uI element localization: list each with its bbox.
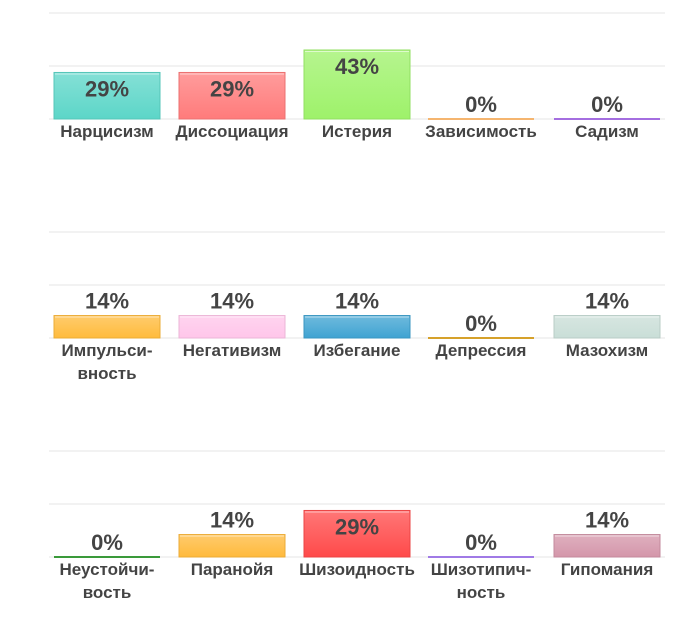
bar-value-label: 0% — [591, 92, 623, 117]
category-label: Зависимость — [425, 122, 537, 141]
category-label: Шизотипич- — [431, 560, 532, 579]
bar-value-label: 29% — [85, 76, 129, 101]
bar — [303, 49, 411, 120]
category-label: Избегание — [314, 341, 401, 360]
bar — [553, 315, 661, 339]
category-label: вость — [83, 583, 132, 602]
category-label: Неустойчи- — [60, 560, 155, 579]
bar — [178, 71, 286, 120]
bar — [178, 315, 286, 339]
bar-value-label: 0% — [465, 530, 497, 555]
bar — [303, 509, 411, 558]
bar — [54, 556, 160, 558]
bar-value-label: 14% — [585, 508, 629, 533]
bar-value-label: 14% — [210, 508, 254, 533]
bar-value-label: 14% — [335, 289, 379, 314]
chart-panel-2: 14% Импульси-вность 14% Негативизм 14% Избега… — [49, 231, 665, 383]
category-label: Гипомания — [561, 560, 654, 579]
category-label: Нарцисизм — [60, 122, 154, 141]
chart-panel-3: 0% Неустойчи-вость 14% Паранойя 29% Шизоиднос… — [49, 450, 665, 602]
bar-value-label: 0% — [465, 92, 497, 117]
bar-value-label: 0% — [91, 530, 123, 555]
bar — [553, 534, 661, 558]
bar — [554, 118, 660, 120]
bar-value-label: 29% — [210, 76, 254, 101]
bar-value-label: 29% — [335, 514, 379, 539]
category-label: Негативизм — [183, 341, 282, 360]
bar — [428, 556, 534, 558]
category-label: Шизоидность — [299, 560, 415, 579]
bar-value-label: 43% — [335, 54, 379, 79]
category-label: Истерия — [322, 122, 392, 141]
bar-value-label: 0% — [465, 311, 497, 336]
category-label: Депрессия — [436, 341, 527, 360]
category-label: Паранойя — [191, 560, 274, 579]
category-label: Импульси- — [61, 341, 152, 360]
category-label: Садизм — [575, 122, 639, 141]
bar — [53, 315, 161, 339]
bar-value-label: 14% — [85, 289, 129, 314]
bar — [428, 337, 534, 339]
bar — [178, 534, 286, 558]
bar — [428, 118, 534, 120]
category-label: Диссоциация — [175, 122, 288, 141]
bar-value-label: 14% — [585, 289, 629, 314]
bar — [53, 71, 161, 120]
category-label: ность — [457, 583, 506, 602]
category-label: вность — [77, 364, 136, 383]
chart-panel-1: 29% Нарцисизм 29% Диссоциация 43% Истерия 0% За… — [49, 12, 665, 141]
bar-value-label: 14% — [210, 289, 254, 314]
category-label: Мазохизм — [566, 341, 649, 360]
bar — [303, 315, 411, 339]
